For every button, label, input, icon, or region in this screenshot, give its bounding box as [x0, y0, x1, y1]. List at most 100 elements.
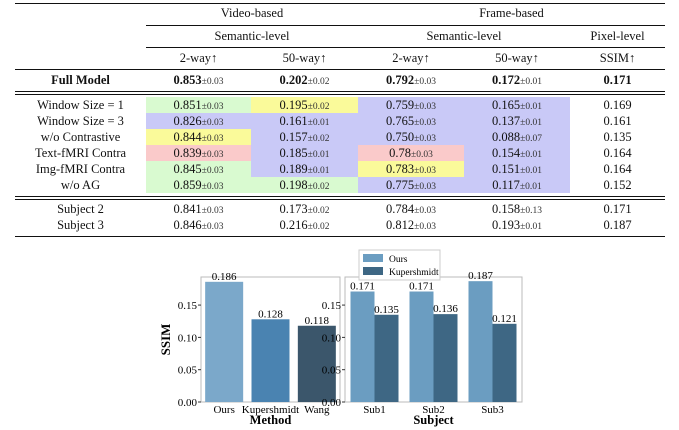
cell-highlight	[358, 97, 464, 113]
value: 0.161	[603, 114, 632, 128]
x-axis-label: Subject	[413, 413, 454, 427]
cell: 0.154±0.01	[464, 145, 570, 163]
value: 0.152	[603, 178, 632, 192]
cell: 0.165±0.01	[464, 97, 570, 115]
value: 0.784	[386, 202, 415, 216]
cell: 0.759±0.03	[358, 97, 464, 115]
cell-highlight	[464, 129, 570, 145]
y-tick-label: 0.10	[322, 332, 342, 344]
std: ±0.01	[307, 118, 330, 128]
x-tick-label: Sub2	[422, 404, 445, 416]
row-label: Full Model	[51, 73, 110, 87]
value: 0.164	[603, 162, 632, 176]
cell-highlight	[464, 145, 570, 161]
value: 0.169	[603, 98, 632, 112]
cell-highlight	[146, 113, 251, 129]
cell-highlight	[464, 97, 570, 113]
x-tick-label: Sub1	[363, 404, 386, 416]
cell: 0.137±0.01	[464, 113, 570, 131]
value: 0.189	[279, 162, 308, 176]
std: ±0.02	[307, 134, 330, 144]
cell: 0.135	[570, 129, 665, 145]
value: 0.157	[279, 130, 308, 144]
row-label: w/o AG	[60, 178, 101, 192]
std: ±0.03	[201, 150, 224, 160]
x-tick-label: Ours	[213, 404, 234, 416]
std: ±0.03	[201, 118, 224, 128]
cell: 0.841±0.03	[146, 201, 251, 219]
cell: 0.845±0.03	[146, 161, 251, 179]
cell: 0.851±0.03	[146, 97, 251, 115]
legend-swatch	[363, 254, 383, 262]
value: 0.812	[386, 218, 415, 232]
cell: 0.187	[570, 217, 665, 233]
row-label: Img-fMRI Contra	[35, 162, 126, 176]
y-tick-label: 0.15	[322, 300, 342, 312]
data-label: 0.136	[433, 303, 458, 315]
std: ±0.03	[414, 222, 436, 232]
data-label: 0.135	[374, 304, 399, 316]
std: ±0.01	[520, 102, 542, 112]
std: ±0.07	[520, 134, 542, 144]
cell-highlight	[146, 145, 251, 161]
row-label: Text-fMRI Contra	[34, 146, 127, 160]
cell: 0.839±0.03	[146, 145, 251, 163]
rule	[15, 69, 665, 70]
bar-ours	[468, 281, 493, 402]
cell-highlight	[464, 177, 570, 193]
cell: 0.783±0.03	[358, 161, 464, 179]
header-frame-based: Frame-based	[479, 6, 544, 20]
value: 0.185	[279, 146, 308, 160]
cell-highlight	[251, 161, 358, 177]
double-rule	[15, 94, 665, 95]
column-header: 2-way↑	[392, 51, 430, 65]
cell-highlight	[358, 129, 464, 145]
std: ±0.01	[520, 118, 542, 128]
std: ±0.01	[520, 150, 542, 160]
value: 0.187	[603, 218, 632, 232]
y-tick-label: 0.10	[178, 332, 198, 344]
row-label: Window Size = 3	[37, 114, 124, 128]
std: ±0.03	[201, 77, 224, 87]
data-label: 0.187	[468, 270, 493, 282]
std: ±0.02	[307, 182, 330, 192]
cell-highlight	[358, 177, 464, 193]
cell: 0.171	[570, 72, 665, 88]
value: 0.195	[279, 98, 308, 112]
cell: 0.859±0.03	[146, 177, 251, 195]
legend-label: Kupershmidt	[389, 268, 439, 278]
cell: 0.784±0.03	[358, 201, 464, 219]
bar-kupershmidt	[374, 314, 399, 402]
value: 0.216	[279, 218, 308, 232]
value: 0.158	[492, 202, 521, 216]
value: 0.171	[603, 202, 632, 216]
bar-ours	[409, 291, 434, 402]
bar-ours	[350, 291, 375, 402]
cell: 0.195±0.02	[251, 97, 358, 115]
cell: 0.151±0.01	[464, 161, 570, 179]
value: 0.193	[492, 218, 521, 232]
row-label: Subject 2	[57, 202, 104, 216]
double-rule	[15, 91, 665, 92]
cell: 0.157±0.02	[251, 129, 358, 147]
legend-label: Ours	[389, 255, 408, 265]
y-tick-label: 0.05	[322, 365, 342, 377]
std: ±0.03	[201, 102, 224, 112]
x-axis-label: Method	[250, 413, 292, 427]
value: 0.154	[492, 146, 521, 160]
std: ±0.03	[201, 206, 224, 216]
value: 0.173	[279, 202, 308, 216]
legend-swatch	[363, 267, 383, 275]
value: 0.172	[492, 73, 521, 87]
cell-highlight	[358, 145, 464, 161]
data-label: 0.121	[492, 313, 517, 325]
value: 0.151	[492, 162, 521, 176]
column-header: 50-way↑	[282, 51, 327, 65]
value: 0.117	[492, 178, 520, 192]
data-label: 0.171	[350, 281, 375, 293]
std: ±0.03	[411, 150, 433, 160]
cell: 0.161	[570, 113, 665, 129]
cell-highlight	[146, 161, 251, 177]
double-rule	[15, 196, 665, 197]
std: ±0.01	[307, 166, 330, 176]
